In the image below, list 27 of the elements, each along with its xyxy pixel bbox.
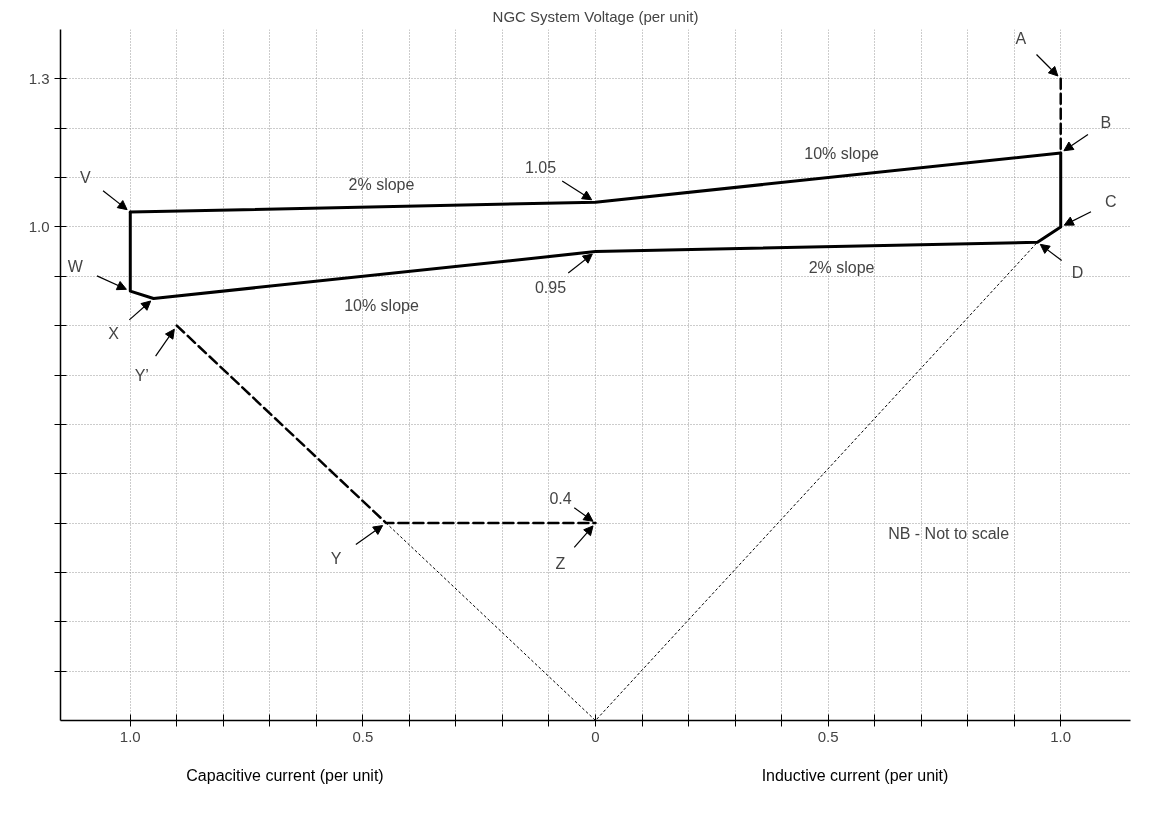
annotation: Z — [555, 554, 566, 572]
x-tick-label: 0 — [591, 727, 600, 745]
chart-title: NGC System Voltage (per unit) — [492, 7, 699, 25]
annotation: 2% slope — [348, 176, 415, 194]
annotation: D — [1071, 263, 1084, 281]
annotation: 10% slope — [344, 297, 419, 315]
annotation: NB - Not to scale — [888, 525, 1010, 543]
annotation: 0.4 — [549, 490, 572, 508]
annotation: 0.95 — [534, 278, 567, 296]
annotation: V — [79, 168, 91, 186]
text: Inductive current (per unit) — [761, 766, 949, 786]
x-tick-label: 1.0 — [119, 727, 141, 745]
annotation: Y — [330, 549, 342, 567]
annotation: 10% slope — [804, 145, 880, 163]
annotation: 2% slope — [808, 259, 875, 277]
x-axis-title: Capacitive current (per unit) — [186, 766, 384, 786]
annotation: C — [1104, 193, 1117, 211]
y-tick-label: 1.3 — [28, 69, 50, 87]
x-tick-label: 1.0 — [1050, 727, 1072, 745]
annotation: B — [1100, 114, 1112, 132]
annotation: X — [108, 325, 120, 342]
annotation: A — [1015, 30, 1027, 48]
x-tick-label: 0.5 — [352, 727, 374, 745]
annotation: Y’ — [134, 367, 149, 385]
annotation: 1.05 — [524, 159, 557, 177]
annotation: W — [67, 257, 84, 275]
x-tick-label: 0.5 — [817, 727, 839, 745]
